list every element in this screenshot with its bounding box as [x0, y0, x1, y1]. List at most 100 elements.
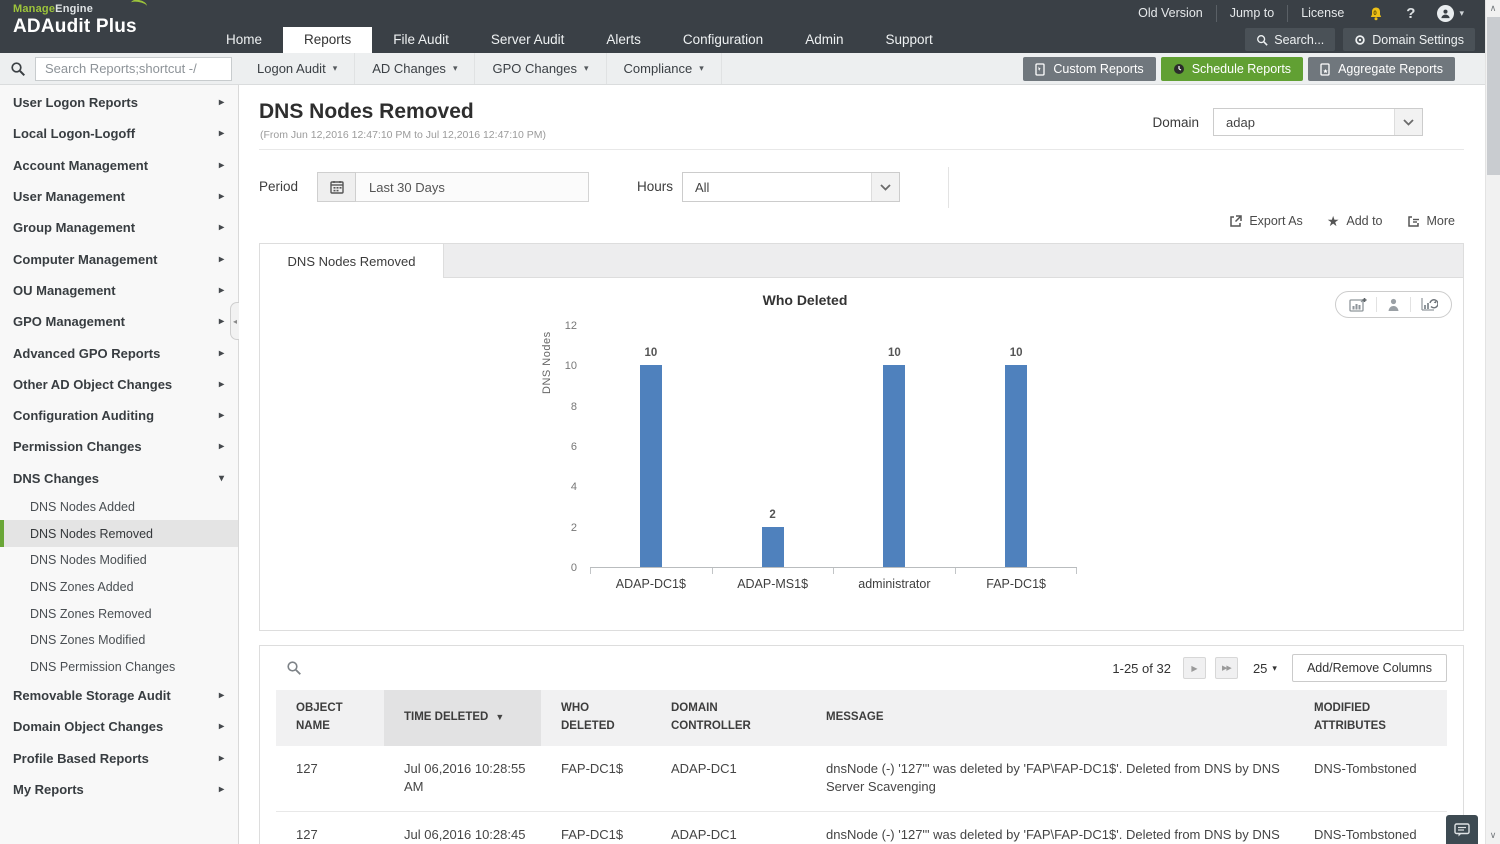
sidebar-subitem-dns-nodes-removed[interactable]: DNS Nodes Removed [0, 520, 238, 548]
add-chart-icon[interactable] [1340, 297, 1376, 313]
chart-bar[interactable] [1005, 365, 1028, 567]
search-button[interactable]: Search... [1245, 28, 1336, 51]
scroll-down-icon[interactable]: ∨ [1489, 830, 1497, 840]
nav-item-home[interactable]: Home [226, 32, 263, 47]
add-remove-columns-button[interactable]: Add/Remove Columns [1291, 654, 1447, 682]
search-reports-input[interactable] [35, 56, 232, 81]
utility-link-old-version[interactable]: Old Version [1125, 5, 1217, 22]
domain-settings-button[interactable]: Domain Settings [1343, 28, 1475, 51]
column-header-who-deleted[interactable]: WHO DELETED [541, 690, 651, 746]
menu-compliance[interactable]: Compliance ▾ [607, 53, 722, 84]
utility-links: Old Version Jump to License [1125, 5, 1357, 22]
x-category-label: ADAP-MS1$ [737, 577, 809, 591]
scroll-up-icon[interactable]: ∧ [1489, 3, 1497, 13]
sidebar-subitem-dns-zones-removed[interactable]: DNS Zones Removed [30, 606, 152, 621]
nav-item-admin[interactable]: Admin [805, 32, 844, 47]
sidebar-subitem-dns-permission-changes[interactable]: DNS Permission Changes [30, 659, 176, 674]
last-page-button[interactable]: ▶▶ [1214, 657, 1238, 679]
chart-category-cell: 10 [590, 326, 712, 567]
sidebar-item-user-logon-reports[interactable]: User Logon Reports ▸ [0, 87, 238, 118]
table-row[interactable]: 127 Jul 06,2016 10:28:55 AM FAP-DC1$ ADAP-D… [276, 746, 1447, 813]
export-as-button[interactable]: Export As [1229, 214, 1303, 228]
chevron-right-icon: ▸ [218, 690, 224, 702]
notifications-bell-icon[interactable]: 0 [1357, 6, 1395, 22]
vertical-scrollbar[interactable]: ∧ ∨ [1485, 0, 1500, 844]
page-size-select[interactable]: 25 ▾ [1253, 661, 1277, 676]
brand-engine: Engine [55, 3, 94, 15]
menu-logon-audit[interactable]: Logon Audit ▾ [240, 53, 356, 84]
chevron-down-icon: ▾ [452, 63, 458, 73]
hours-select[interactable]: All [682, 172, 900, 202]
filter-divider [948, 167, 949, 208]
sidebar-item-user-management[interactable]: User Management ▸ [0, 181, 238, 212]
refresh-chart-icon[interactable] [1410, 297, 1447, 312]
tab-dns-nodes-removed[interactable]: DNS Nodes Removed [260, 244, 444, 278]
chart-bar[interactable] [639, 365, 662, 567]
chart-bar[interactable] [883, 365, 906, 567]
utility-link-license[interactable]: License [1301, 6, 1345, 20]
sidebar-item-configuration-auditing[interactable]: Configuration Auditing ▸ [0, 400, 238, 431]
chart-bar[interactable] [761, 526, 784, 567]
sidebar-item-ou-management[interactable]: OU Management ▸ [0, 275, 238, 306]
utility-link-jump-to[interactable]: Jump to [1217, 5, 1289, 22]
sidebar-subitem-dns-nodes-modified[interactable]: DNS Nodes Modified [30, 553, 147, 568]
sidebar-subitem-dns-zones-modified[interactable]: DNS Zones Modified [30, 633, 146, 648]
header-buttons: Search... Domain Settings [1245, 28, 1475, 51]
column-header-domain-controller[interactable]: DOMAIN CONTROLLER [651, 690, 806, 746]
sidebar-item-permission-changes[interactable]: Permission Changes ▸ [0, 431, 238, 462]
y-tick-label: 10 [564, 360, 577, 373]
aggregate-reports-button[interactable]: Aggregate Reports [1308, 57, 1455, 81]
sidebar-subitem-dns-nodes-added[interactable]: DNS Nodes Added [30, 500, 135, 515]
menu-gpo-changes[interactable]: GPO Changes ▾ [475, 53, 607, 84]
sidebar-item-gpo-management[interactable]: GPO Management ▸ [0, 306, 238, 337]
scrollbar-thumb[interactable] [1487, 17, 1500, 175]
nav-item-file-audit[interactable]: File Audit [393, 32, 449, 47]
sidebar-item-profile-based-reports[interactable]: Profile Based Reports ▸ [0, 743, 238, 774]
column-header-time-deleted[interactable]: TIME DELETED ▼ [384, 690, 541, 746]
custom-reports-button[interactable]: Custom Reports [1023, 57, 1156, 81]
sidebar-item-my-reports[interactable]: My Reports ▸ [0, 774, 238, 805]
more-button[interactable]: More [1407, 214, 1455, 228]
sidebar-item-advanced-gpo-reports[interactable]: Advanced GPO Reports ▸ [0, 337, 238, 368]
schedule-reports-button[interactable]: Schedule Reports [1160, 57, 1304, 81]
period-value-field[interactable]: Last 30 Days [356, 172, 589, 202]
column-header-object-name[interactable]: OBJECT NAME [276, 690, 384, 746]
sidebar-item-domain-object-changes[interactable]: Domain Object Changes ▸ [0, 711, 238, 742]
sidebar-item-computer-management[interactable]: Computer Management ▸ [0, 243, 238, 274]
domain-select[interactable]: adap [1213, 108, 1423, 136]
feedback-button[interactable] [1446, 815, 1478, 844]
add-to-button[interactable]: ★ Add to [1327, 214, 1383, 228]
sidebar-subitem-dns-zones-added[interactable]: DNS Zones Added [30, 579, 134, 594]
user-summary-icon[interactable] [1376, 297, 1410, 312]
sidebar-submenu: DNS Nodes Added DNS Nodes Removed DNS Node… [0, 494, 238, 680]
calendar-icon[interactable] [317, 172, 356, 202]
column-header-modified-attributes[interactable]: MODIFIED ATTRIBUTES [1294, 690, 1447, 746]
y-tick-label: 2 [570, 521, 577, 534]
column-header-message[interactable]: MESSAGE [806, 690, 1294, 746]
help-icon[interactable]: ? [1406, 5, 1416, 22]
logo-swoosh [130, 0, 148, 11]
x-tick [713, 568, 834, 574]
cell-modified-attributes: DNS-Tombstoned [1314, 827, 1417, 843]
nav-item-server-audit[interactable]: Server Audit [490, 32, 565, 47]
sidebar-item-removable-storage-audit[interactable]: Removable Storage Audit ▸ [0, 680, 238, 711]
sidebar-item-group-management[interactable]: Group Management ▸ [0, 212, 238, 243]
chart-title: Who Deleted [762, 292, 848, 308]
user-menu[interactable]: ▾ [1426, 5, 1475, 22]
sidebar-item-account-management[interactable]: Account Management ▸ [0, 150, 238, 181]
next-page-button[interactable]: ▶ [1182, 657, 1206, 679]
menu-ad-changes[interactable]: AD Changes ▾ [355, 53, 476, 84]
sidebar-item-dns-changes[interactable]: DNS Changes ▾ [0, 463, 238, 494]
sidebar-item-local-logon-logoff[interactable]: Local Logon-Logoff ▸ [0, 118, 238, 149]
sidebar-collapse-handle[interactable]: ◂ [230, 302, 239, 340]
nav-item-alerts[interactable]: Alerts [606, 32, 641, 47]
sidebar-item-label: OU Management [13, 282, 116, 298]
nav-item-support[interactable]: Support [885, 32, 933, 47]
nav-item-reports[interactable]: Reports [283, 27, 373, 53]
table-search-icon[interactable] [286, 660, 302, 676]
chevron-right-icon: ▸ [218, 97, 224, 109]
nav-item-configuration[interactable]: Configuration [682, 32, 764, 47]
table-row[interactable]: 127 Jul 06,2016 10:28:45 AM FAP-DC1$ ADAP-D… [276, 812, 1447, 844]
sidebar-item-other-ad-object-changes[interactable]: Other AD Object Changes ▸ [0, 369, 238, 400]
sidebar-item-label: Computer Management [13, 251, 158, 267]
